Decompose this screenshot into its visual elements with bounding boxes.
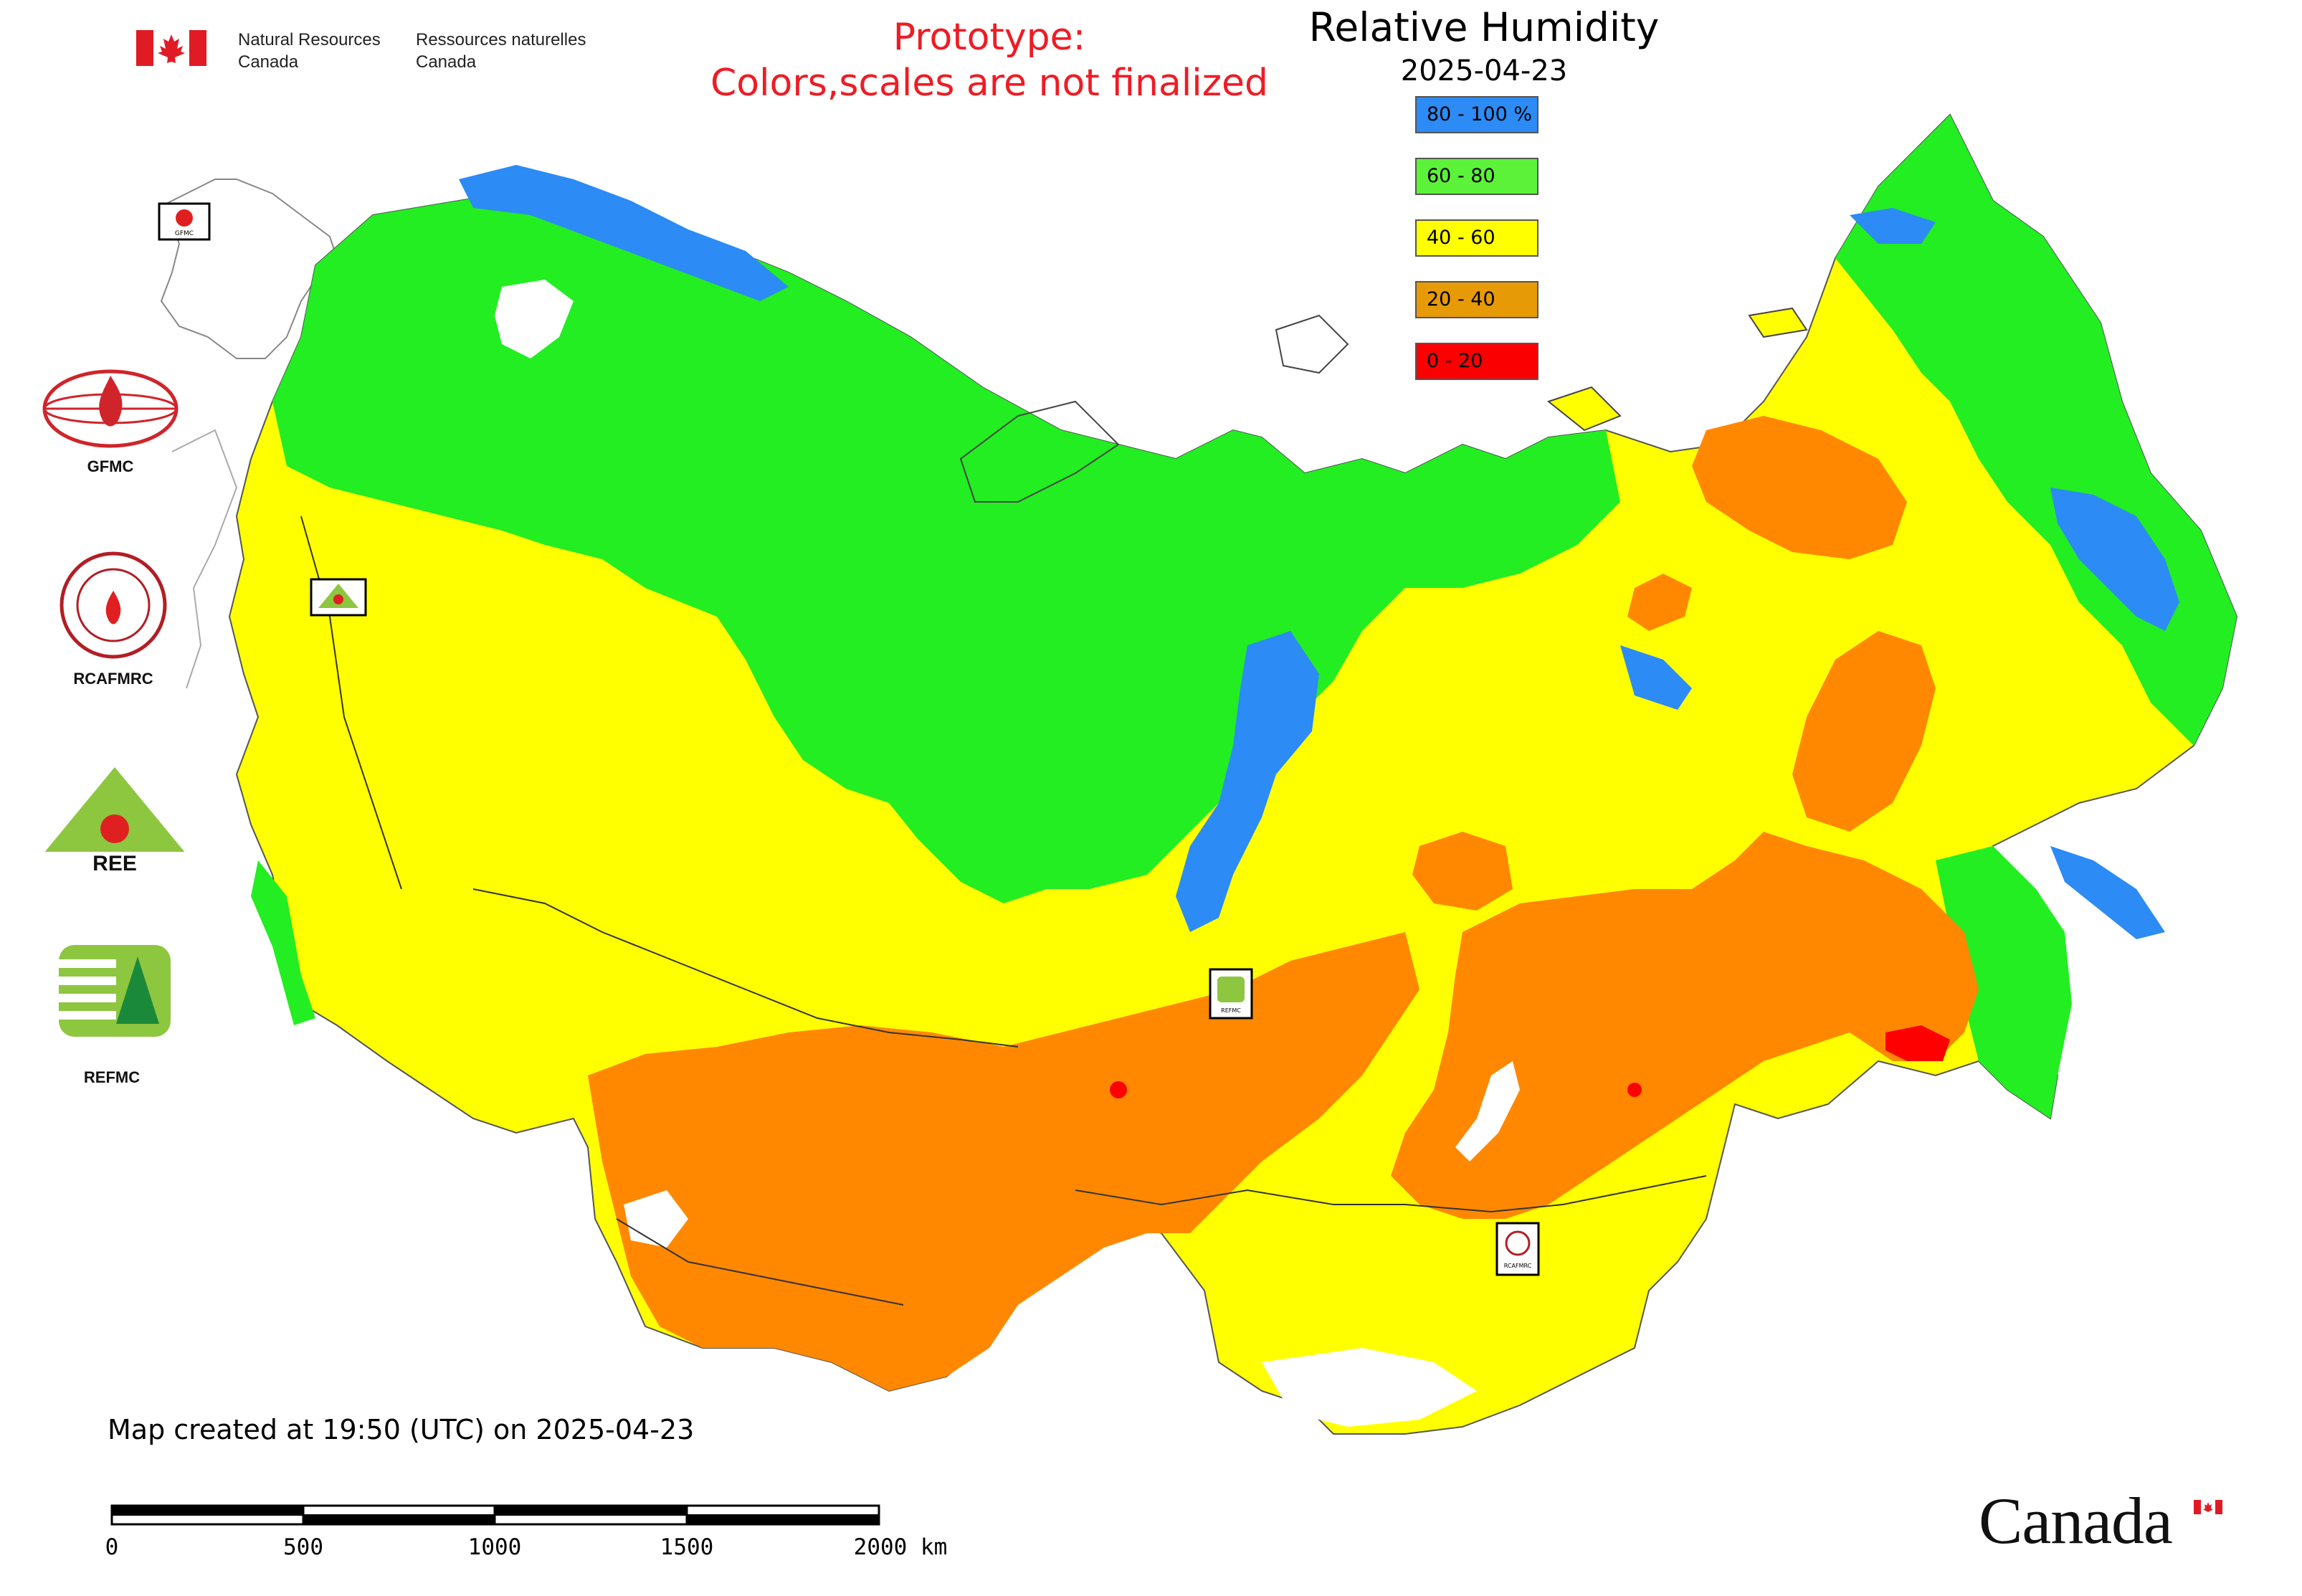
government-signature: Natural Resources Canada Ressources natu… xyxy=(136,29,609,79)
department-name-fr: Ressources naturelles Canada xyxy=(416,30,586,72)
gfmc-logo xyxy=(42,369,179,448)
rcafmrc-caption: RCAFMRC xyxy=(73,670,153,688)
department-name-en: Natural Resources Canada xyxy=(238,30,381,72)
legend-item-20-40: 20 - 40 xyxy=(1415,281,1538,318)
zone-80-100-sakhalin xyxy=(2050,846,2165,939)
scale-bar xyxy=(110,1504,880,1526)
zone-80-100-chukotka xyxy=(1850,208,1936,244)
marker-reefmc xyxy=(310,578,367,617)
map-title: Relative Humidity xyxy=(1308,4,1660,50)
scale-tick-2000: 2000 km xyxy=(853,1534,948,1560)
prototype-notice: Prototype: Colors,scales are not finaliz… xyxy=(710,16,1269,105)
svg-text:RCAFMRC: RCAFMRC xyxy=(1504,1263,1532,1269)
zone-20-40-kazakhstan xyxy=(588,932,1419,1391)
border-russia-mongolia xyxy=(1075,1175,1707,1213)
zone-20-40-yakutia xyxy=(1692,416,1907,559)
wrangel-island xyxy=(1748,307,1808,338)
zone-80-100-yakutia-east xyxy=(1620,645,1692,710)
wordmark-flag-icon xyxy=(2194,1500,2222,1514)
zone-0-20-amur xyxy=(1885,1025,1950,1061)
zone-20-40-aldan xyxy=(1627,574,1692,631)
legend-item-0-20: 0 - 20 xyxy=(1415,343,1538,380)
white-sea xyxy=(495,280,574,358)
zone-60-80-west-strip xyxy=(251,860,315,1025)
legend-item-40-60: 40 - 60 xyxy=(1415,219,1538,257)
zone-80-100-siberia xyxy=(1176,631,1319,932)
refmc-logo xyxy=(59,945,171,1037)
new-siberian-islands xyxy=(1546,386,1622,432)
scale-tick-1000: 1000 xyxy=(467,1534,522,1560)
tibet-no-data xyxy=(1262,1348,1477,1427)
refmc-caption: REFMC xyxy=(83,1068,141,1086)
legend-item-60-80: 60 - 80 xyxy=(1415,158,1538,195)
legend-item-80-100: 80 - 100 % xyxy=(1415,96,1538,133)
zone-60-80-primorye xyxy=(1936,846,2072,1118)
canada-wordmark: Canada xyxy=(1979,1484,2173,1557)
zone-0-20-spot-b xyxy=(1627,1083,1642,1097)
map-date: 2025-04-23 xyxy=(1400,54,1568,87)
novaya-zemlya xyxy=(959,400,1120,503)
scale-tick-1500: 1500 xyxy=(660,1534,714,1560)
gfmc-caption: GFMC xyxy=(87,457,134,475)
zone-80-100-kamchatka xyxy=(2050,488,2179,631)
border-russia-kazakhstan xyxy=(472,888,1019,1048)
scale-tick-500: 500 xyxy=(283,1534,323,1560)
svg-text:REFMC: REFMC xyxy=(1221,1007,1241,1014)
europe-west-outline xyxy=(171,429,238,689)
marker-gfmc: GFMC xyxy=(158,202,211,241)
scandinavia-outline xyxy=(160,179,338,359)
svg-text:REE: REE xyxy=(92,852,137,875)
map-created-note: Map created at 19:50 (UTC) on 2025-04-23 xyxy=(108,1414,695,1445)
marker-refmc: REFMC xyxy=(1209,968,1253,1020)
zone-80-100-kola xyxy=(459,165,789,301)
severnaya-zemlya xyxy=(1275,314,1349,374)
svg-text:GFMC: GFMC xyxy=(175,230,194,237)
border-central-asia xyxy=(616,1218,904,1306)
canada-flag-icon xyxy=(136,30,206,66)
zone-20-40-amur xyxy=(1792,631,1936,832)
scale-tick-0: 0 xyxy=(105,1534,119,1560)
reefmc-logo: REE xyxy=(40,767,189,875)
marker-rcafmrc: RCAFMRC xyxy=(1495,1222,1540,1276)
lake-baikal xyxy=(1455,1061,1520,1162)
zone-20-40-mongolia xyxy=(1391,832,1979,1219)
rcafmrc-logo xyxy=(60,551,167,659)
zone-20-40-blob-b xyxy=(1563,975,1656,1104)
zone-20-40-blob-a xyxy=(1412,832,1513,911)
zone-0-20-spot-a xyxy=(1110,1081,1127,1098)
